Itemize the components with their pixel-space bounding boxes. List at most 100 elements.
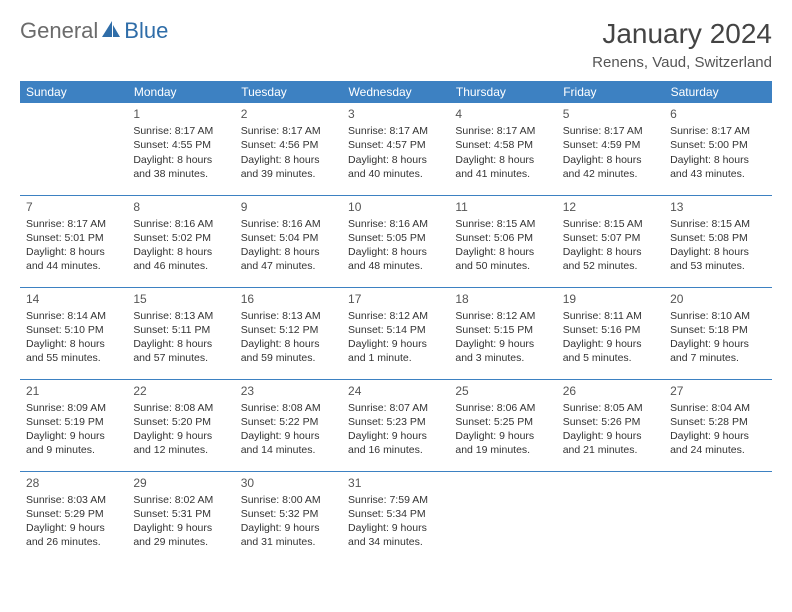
weekday-header: Sunday: [20, 81, 127, 103]
logo-sail-icon: [100, 19, 122, 44]
sunrise-text: Sunrise: 8:17 AM: [563, 124, 658, 138]
daylight-text: and 40 minutes.: [348, 167, 443, 181]
sunrise-text: Sunrise: 8:16 AM: [241, 217, 336, 231]
calendar-day-cell: 2Sunrise: 8:17 AMSunset: 4:56 PMDaylight…: [235, 103, 342, 195]
calendar-day-cell: 4Sunrise: 8:17 AMSunset: 4:58 PMDaylight…: [449, 103, 556, 195]
daylight-text: Daylight: 8 hours: [26, 337, 121, 351]
sunset-text: Sunset: 5:22 PM: [241, 415, 336, 429]
daylight-text: Daylight: 9 hours: [133, 521, 228, 535]
daylight-text: and 9 minutes.: [26, 443, 121, 457]
sunset-text: Sunset: 4:57 PM: [348, 138, 443, 152]
title-block: January 2024 Renens, Vaud, Switzerland: [592, 18, 772, 71]
day-number: 18: [455, 291, 550, 307]
sunset-text: Sunset: 5:02 PM: [133, 231, 228, 245]
day-number: 31: [348, 475, 443, 491]
sunrise-text: Sunrise: 8:15 AM: [455, 217, 550, 231]
daylight-text: Daylight: 8 hours: [348, 245, 443, 259]
calendar-day-cell: 17Sunrise: 8:12 AMSunset: 5:14 PMDayligh…: [342, 287, 449, 379]
daylight-text: Daylight: 9 hours: [455, 337, 550, 351]
daylight-text: Daylight: 8 hours: [133, 337, 228, 351]
daylight-text: and 42 minutes.: [563, 167, 658, 181]
day-number: 11: [455, 199, 550, 215]
sunrise-text: Sunrise: 8:16 AM: [348, 217, 443, 231]
daylight-text: and 43 minutes.: [670, 167, 765, 181]
daylight-text: Daylight: 9 hours: [26, 521, 121, 535]
daylight-text: Daylight: 9 hours: [241, 521, 336, 535]
daylight-text: and 53 minutes.: [670, 259, 765, 273]
day-number: 19: [563, 291, 658, 307]
sunset-text: Sunset: 5:05 PM: [348, 231, 443, 245]
page-title: January 2024: [592, 18, 772, 50]
daylight-text: and 39 minutes.: [241, 167, 336, 181]
sunrise-text: Sunrise: 8:17 AM: [670, 124, 765, 138]
calendar-day-cell: 6Sunrise: 8:17 AMSunset: 5:00 PMDaylight…: [664, 103, 771, 195]
daylight-text: and 29 minutes.: [133, 535, 228, 549]
sunrise-text: Sunrise: 8:10 AM: [670, 309, 765, 323]
calendar-day-cell: 12Sunrise: 8:15 AMSunset: 5:07 PMDayligh…: [557, 195, 664, 287]
sunrise-text: Sunrise: 8:08 AM: [133, 401, 228, 415]
daylight-text: and 24 minutes.: [670, 443, 765, 457]
day-number: 21: [26, 383, 121, 399]
sunset-text: Sunset: 5:20 PM: [133, 415, 228, 429]
sunset-text: Sunset: 5:32 PM: [241, 507, 336, 521]
calendar-day-cell: 19Sunrise: 8:11 AMSunset: 5:16 PMDayligh…: [557, 287, 664, 379]
daylight-text: and 46 minutes.: [133, 259, 228, 273]
calendar-day-cell: 20Sunrise: 8:10 AMSunset: 5:18 PMDayligh…: [664, 287, 771, 379]
daylight-text: and 19 minutes.: [455, 443, 550, 457]
location-text: Renens, Vaud, Switzerland: [592, 54, 772, 71]
daylight-text: Daylight: 9 hours: [241, 429, 336, 443]
daylight-text: and 59 minutes.: [241, 351, 336, 365]
daylight-text: and 57 minutes.: [133, 351, 228, 365]
day-number: 6: [670, 106, 765, 122]
sunset-text: Sunset: 5:15 PM: [455, 323, 550, 337]
sunset-text: Sunset: 4:59 PM: [563, 138, 658, 152]
day-number: 9: [241, 199, 336, 215]
daylight-text: and 7 minutes.: [670, 351, 765, 365]
calendar-day-cell: 13Sunrise: 8:15 AMSunset: 5:08 PMDayligh…: [664, 195, 771, 287]
day-number: 28: [26, 475, 121, 491]
daylight-text: Daylight: 8 hours: [563, 153, 658, 167]
logo-text-general: General: [20, 18, 98, 44]
daylight-text: Daylight: 8 hours: [455, 153, 550, 167]
sunrise-text: Sunrise: 8:13 AM: [133, 309, 228, 323]
daylight-text: and 41 minutes.: [455, 167, 550, 181]
sunset-text: Sunset: 5:16 PM: [563, 323, 658, 337]
daylight-text: Daylight: 9 hours: [26, 429, 121, 443]
sunset-text: Sunset: 4:58 PM: [455, 138, 550, 152]
calendar-day-cell: 16Sunrise: 8:13 AMSunset: 5:12 PMDayligh…: [235, 287, 342, 379]
sunrise-text: Sunrise: 8:17 AM: [455, 124, 550, 138]
daylight-text: Daylight: 8 hours: [348, 153, 443, 167]
day-number: 17: [348, 291, 443, 307]
sunset-text: Sunset: 4:56 PM: [241, 138, 336, 152]
day-number: 2: [241, 106, 336, 122]
sunrise-text: Sunrise: 8:14 AM: [26, 309, 121, 323]
sunrise-text: Sunrise: 8:11 AM: [563, 309, 658, 323]
day-number: 22: [133, 383, 228, 399]
daylight-text: Daylight: 9 hours: [348, 429, 443, 443]
sunrise-text: Sunrise: 8:02 AM: [133, 493, 228, 507]
calendar-week-row: 14Sunrise: 8:14 AMSunset: 5:10 PMDayligh…: [20, 287, 772, 379]
sunset-text: Sunset: 5:31 PM: [133, 507, 228, 521]
day-number: 15: [133, 291, 228, 307]
sunrise-text: Sunrise: 8:08 AM: [241, 401, 336, 415]
calendar-table: Sunday Monday Tuesday Wednesday Thursday…: [20, 81, 772, 563]
daylight-text: Daylight: 8 hours: [241, 245, 336, 259]
day-number: 29: [133, 475, 228, 491]
sunrise-text: Sunrise: 8:06 AM: [455, 401, 550, 415]
calendar-day-cell: 14Sunrise: 8:14 AMSunset: 5:10 PMDayligh…: [20, 287, 127, 379]
calendar-day-cell: 23Sunrise: 8:08 AMSunset: 5:22 PMDayligh…: [235, 379, 342, 471]
sunset-text: Sunset: 5:10 PM: [26, 323, 121, 337]
sunset-text: Sunset: 5:26 PM: [563, 415, 658, 429]
calendar-day-cell: 24Sunrise: 8:07 AMSunset: 5:23 PMDayligh…: [342, 379, 449, 471]
calendar-day-cell: 5Sunrise: 8:17 AMSunset: 4:59 PMDaylight…: [557, 103, 664, 195]
sunrise-text: Sunrise: 8:15 AM: [670, 217, 765, 231]
daylight-text: and 48 minutes.: [348, 259, 443, 273]
daylight-text: Daylight: 8 hours: [241, 337, 336, 351]
sunset-text: Sunset: 5:06 PM: [455, 231, 550, 245]
sunset-text: Sunset: 5:12 PM: [241, 323, 336, 337]
daylight-text: Daylight: 9 hours: [348, 337, 443, 351]
day-number: 8: [133, 199, 228, 215]
weekday-header: Saturday: [664, 81, 771, 103]
daylight-text: Daylight: 9 hours: [455, 429, 550, 443]
sunset-text: Sunset: 5:28 PM: [670, 415, 765, 429]
